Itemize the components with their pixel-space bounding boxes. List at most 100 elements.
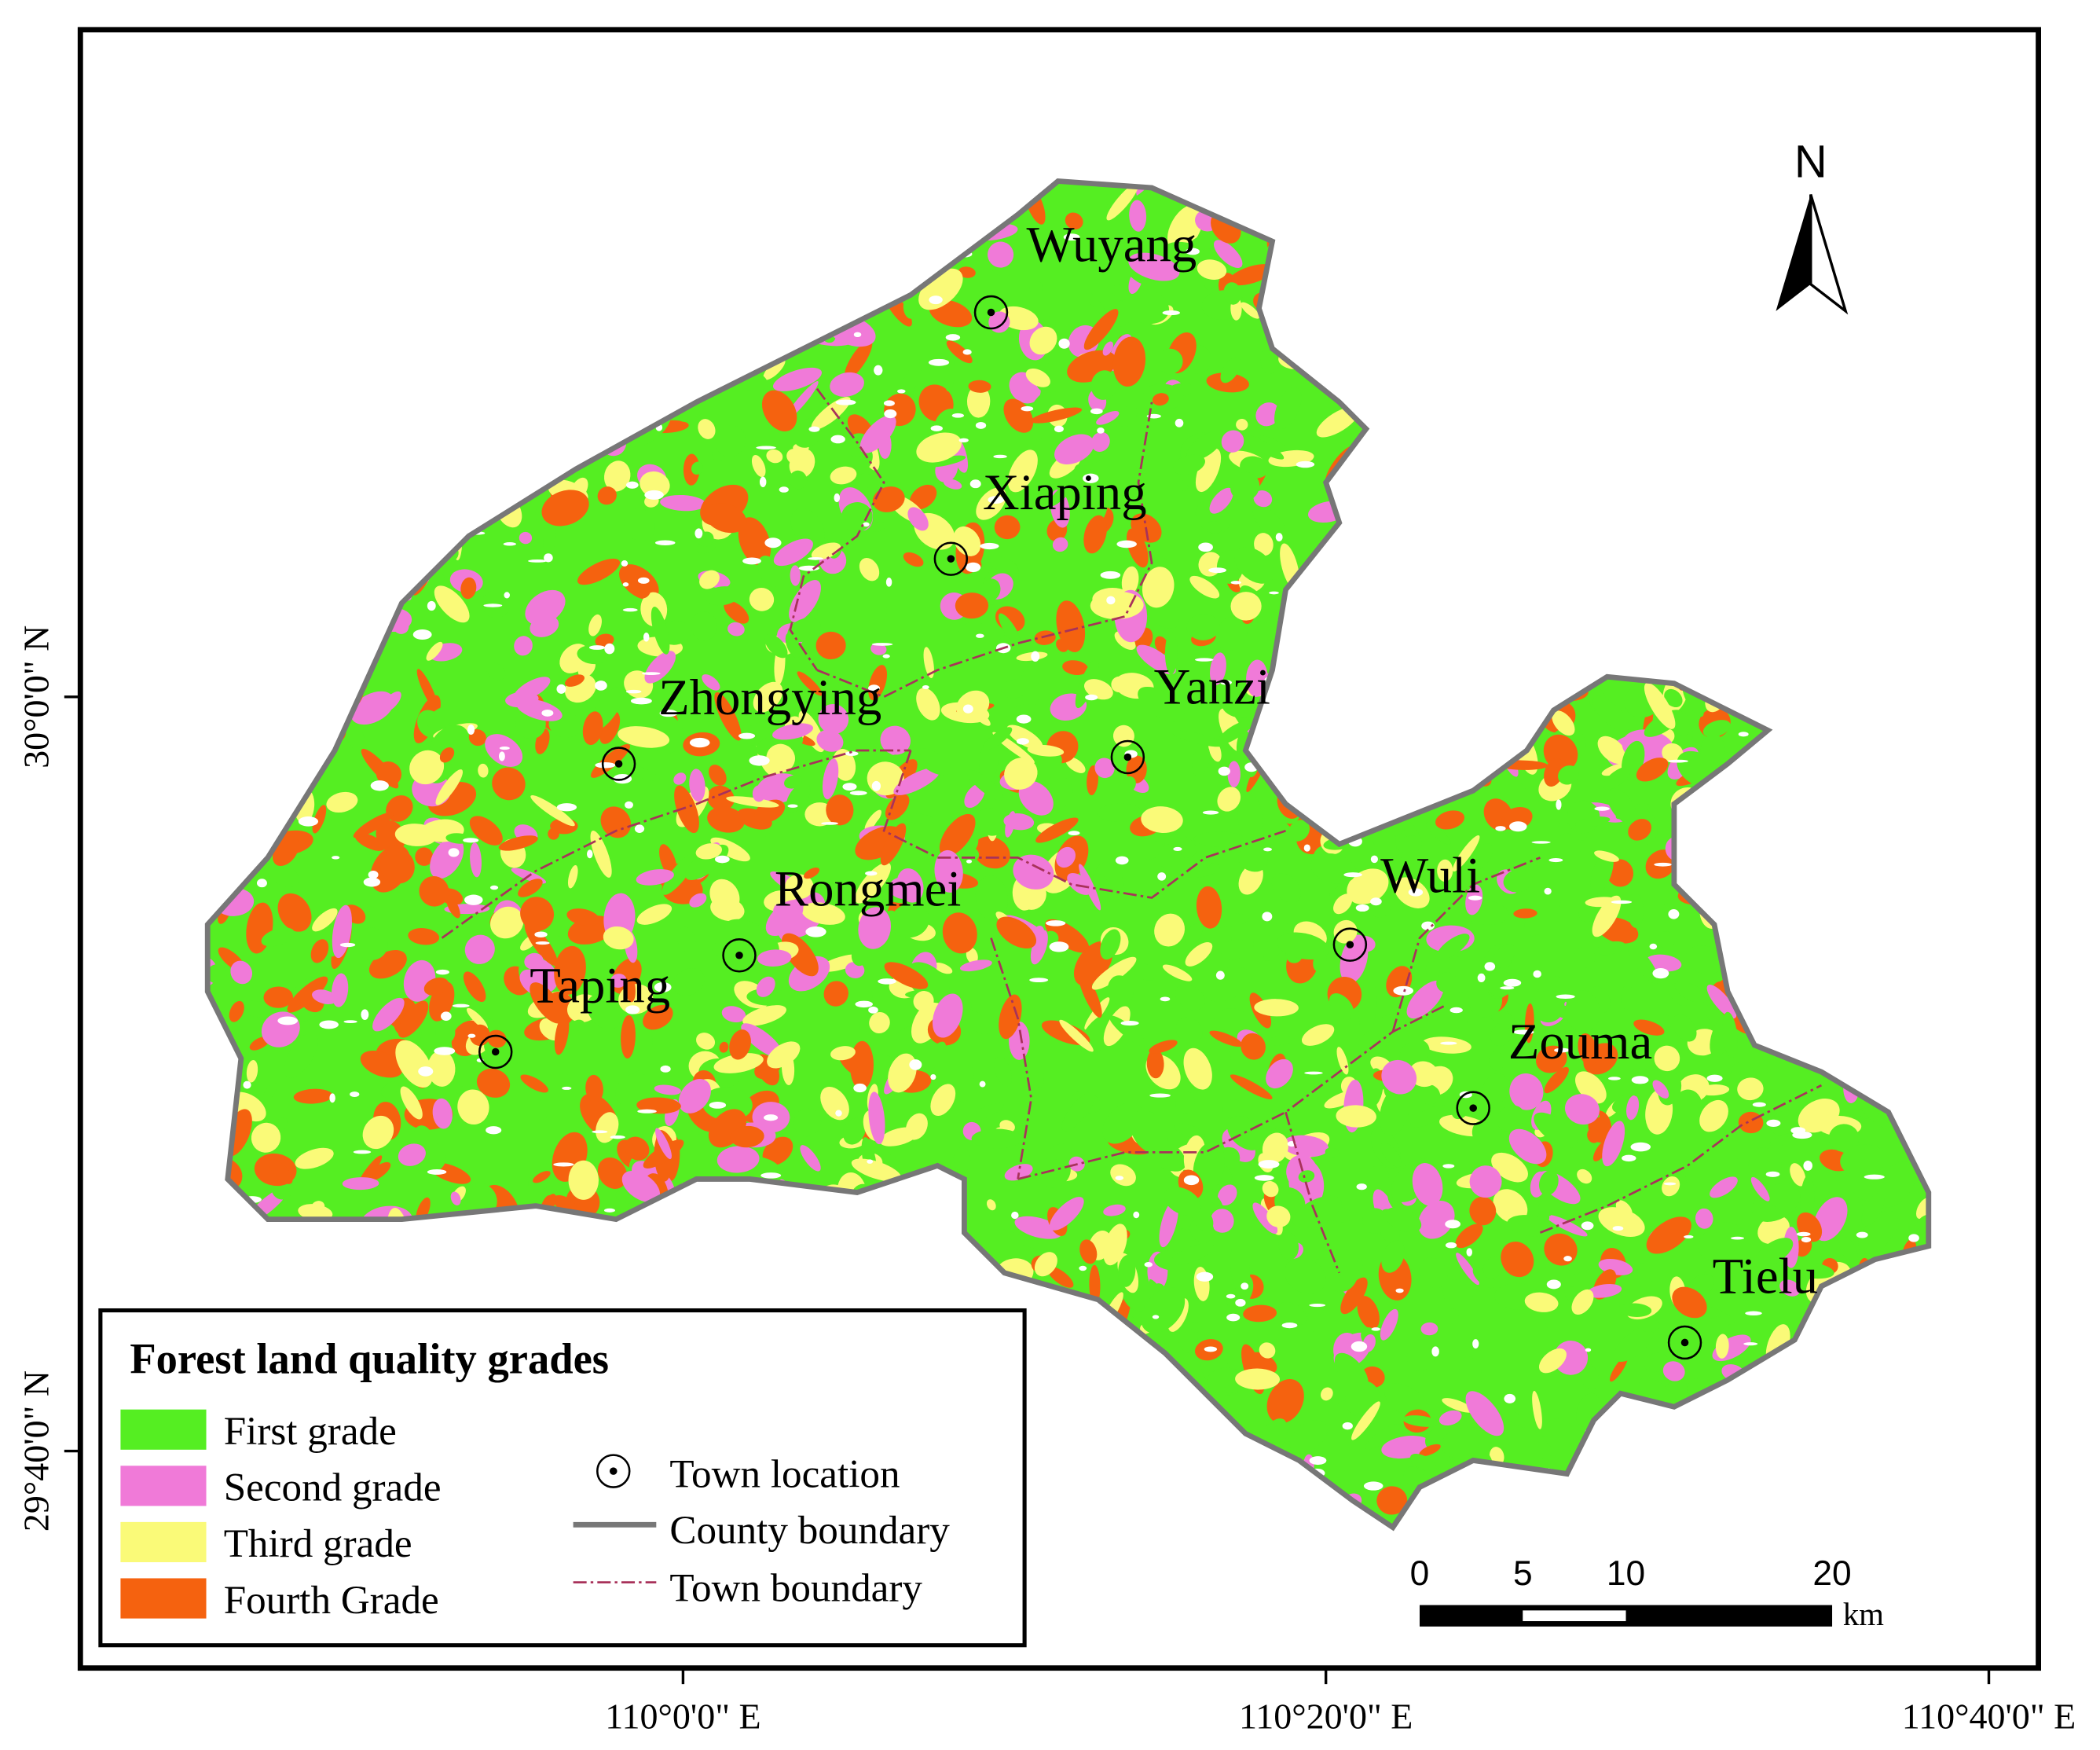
non-forest-patch: [1556, 799, 1562, 810]
non-forest-patch: [1351, 1341, 1368, 1352]
grade-patch: [1702, 720, 1731, 738]
legend-swatch: [120, 1578, 207, 1619]
grade-patch: [1252, 1202, 1278, 1235]
non-forest-patch: [742, 557, 761, 565]
non-forest-patch: [464, 894, 483, 905]
non-forest-patch: [1116, 540, 1137, 548]
grade-patch: [1086, 292, 1105, 315]
grade-patch: [492, 767, 526, 801]
non-forest-patch: [1745, 1311, 1762, 1316]
non-forest-patch: [1275, 533, 1283, 542]
non-forest-patch: [842, 783, 857, 791]
grade-patch: [849, 1040, 874, 1090]
legend-symbol-label: Town boundary: [669, 1565, 922, 1610]
grade-patch: [953, 1147, 971, 1173]
grade-patch: [1288, 820, 1310, 842]
grade-patch: [376, 761, 402, 787]
non-forest-patch: [1796, 1231, 1811, 1237]
non-forest-patch: [588, 645, 606, 650]
non-forest-patch: [556, 803, 577, 812]
town-marker-dot: [1346, 941, 1354, 948]
grade-patch: [1410, 1105, 1449, 1128]
grade-patch: [1546, 1214, 1588, 1237]
non-forest-patch: [556, 684, 566, 694]
grade-patch: [1489, 1051, 1504, 1071]
grade-patch: [1446, 1011, 1468, 1038]
non-forest-patch: [643, 632, 650, 642]
non-forest-patch: [595, 761, 616, 769]
grade-patch: [1597, 736, 1627, 765]
grade-patch: [1079, 1239, 1098, 1264]
non-forest-patch: [1790, 1127, 1806, 1135]
non-forest-patch: [1031, 651, 1040, 662]
grade-patch: [530, 795, 575, 827]
grade-patch: [413, 1125, 432, 1145]
scale-bar-segment: [1523, 1610, 1626, 1622]
grade-patch: [1626, 1095, 1640, 1121]
non-forest-patch: [962, 349, 972, 355]
grade-patch: [398, 1000, 429, 1038]
grade-patch: [1121, 566, 1139, 596]
non-forest-patch: [541, 709, 554, 717]
grade-patch: [1215, 615, 1248, 651]
non-forest-patch: [779, 486, 789, 493]
non-forest-patch: [787, 804, 798, 808]
non-forest-patch: [1608, 1077, 1621, 1080]
x-coordinate-label: 110°40'0" E: [1902, 1696, 2076, 1736]
non-forest-patch: [1631, 1076, 1649, 1084]
non-forest-patch: [637, 1109, 657, 1113]
non-forest-patch: [277, 1016, 298, 1025]
legend-label: Second grade: [224, 1466, 442, 1510]
non-forest-patch: [1765, 1171, 1780, 1177]
grade-patch: [816, 729, 844, 752]
grade-patch: [958, 622, 991, 653]
grade-patch: [1197, 259, 1227, 280]
non-forest-patch: [1355, 904, 1369, 912]
grade-patch: [857, 473, 874, 489]
grade-patch: [1542, 1303, 1567, 1345]
grade-patch: [1420, 1322, 1438, 1336]
non-forest-patch: [562, 1086, 572, 1090]
grade-patch: [973, 836, 1010, 869]
non-forest-patch: [418, 1066, 434, 1077]
non-forest-patch: [1484, 962, 1496, 971]
grade-patch: [312, 805, 327, 834]
non-forest-patch: [695, 528, 703, 539]
non-forest-patch: [1304, 1071, 1323, 1075]
non-forest-patch: [1198, 542, 1213, 552]
non-forest-patch: [951, 413, 965, 418]
non-forest-patch: [1504, 1393, 1516, 1403]
grade-patch: [724, 600, 749, 624]
grade-patch: [1645, 954, 1682, 972]
non-forest-patch: [1393, 985, 1413, 996]
x-coordinate-label: 110°0'0" E: [605, 1696, 760, 1736]
scale-bar-label: 20: [1812, 1554, 1851, 1593]
non-forest-patch: [1281, 1323, 1298, 1329]
grade-patch: [1524, 891, 1561, 937]
grade-patch: [1175, 1017, 1203, 1044]
grade-patch: [408, 928, 440, 945]
grade-patch: [1699, 1305, 1735, 1325]
non-forest-patch: [1466, 1248, 1472, 1257]
grade-patch: [470, 842, 482, 878]
grade-patch: [1418, 1201, 1455, 1239]
grade-patch: [988, 241, 1014, 268]
grade-patch: [845, 962, 865, 978]
non-forest-patch: [1731, 1236, 1745, 1240]
non-forest-patch: [853, 332, 862, 338]
grade-patch: [1357, 1296, 1380, 1330]
grade-patch: [822, 758, 839, 800]
non-forest-patch: [863, 522, 870, 527]
legend-symbol-label: County boundary: [669, 1508, 950, 1553]
legend: Forest land quality grades First grade Se…: [98, 1308, 1027, 1648]
non-forest-patch: [749, 755, 770, 766]
grade-patch: [1146, 600, 1179, 629]
non-forest-patch: [1115, 1176, 1124, 1181]
town-marker-dot: [491, 1047, 500, 1056]
grade-patch: [1122, 288, 1170, 325]
grade-patch: [1050, 777, 1073, 808]
grade-patch: [1203, 967, 1252, 1002]
non-forest-patch: [592, 1130, 608, 1134]
grade-patch: [966, 384, 991, 418]
non-forest-patch: [1202, 810, 1219, 815]
